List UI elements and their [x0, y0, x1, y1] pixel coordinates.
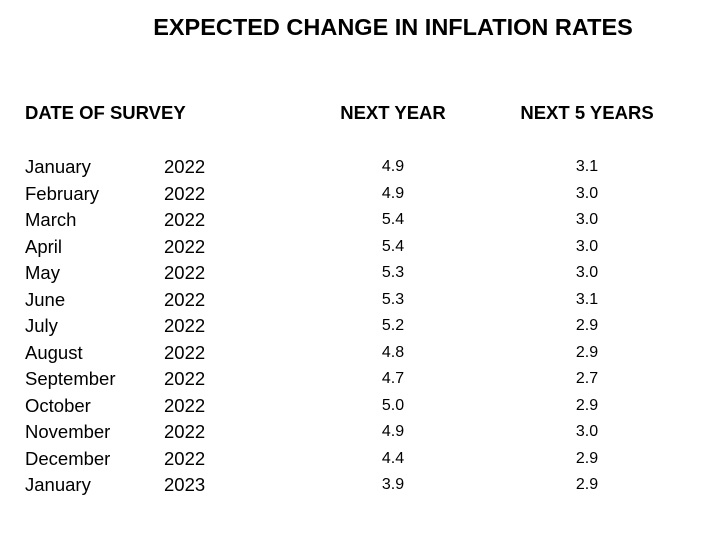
table-row: September 2022 4.7 2.7 [0, 366, 702, 393]
next-year-value: 3.9 [381, 476, 405, 493]
year-cell: 2022 [164, 341, 206, 363]
next-5-years-value: 2.9 [575, 317, 599, 334]
table-row: November 2022 4.9 3.0 [0, 419, 702, 446]
year-cell: 2022 [164, 288, 206, 310]
table-row: January 2023 3.9 2.9 [0, 472, 702, 499]
next-5-years-value: 3.1 [575, 290, 599, 308]
next-5-years-value: 3.0 [575, 237, 599, 255]
month-cell: September [25, 368, 116, 389]
next-year-value: 5.4 [381, 237, 405, 255]
next-year-value: 4.7 [381, 370, 405, 387]
header-date-of-survey: DATE OF SURVEY [25, 102, 186, 123]
table-row: August 2022 4.8 2.9 [0, 340, 702, 367]
year-cell: 2022 [164, 421, 206, 442]
year-cell: 2022 [164, 368, 206, 389]
year-cell: 2022 [164, 182, 206, 204]
year-cell: 2022 [164, 156, 206, 177]
next-year-value: 5.4 [381, 211, 405, 228]
month-cell: June [25, 288, 66, 310]
next-5-years-value: 2.9 [575, 476, 599, 493]
year-cell: 2022 [164, 235, 206, 257]
table-row: December 2022 4.4 2.9 [0, 446, 702, 473]
header-next-5-years-label: NEXT 5 YEARS [520, 102, 654, 123]
table-row: March 2022 5.4 3.0 [0, 207, 702, 234]
month-cell: December [25, 447, 111, 469]
next-year-value: 5.2 [381, 317, 405, 334]
month-cell: January [25, 156, 91, 177]
next-year-value: 4.9 [381, 158, 405, 175]
month-cell: October [25, 394, 91, 416]
month-cell: April [25, 235, 63, 257]
next-year-value: 5.3 [381, 264, 405, 281]
year-cell: 2022 [164, 447, 206, 469]
next-year-value: 4.4 [381, 449, 405, 467]
table-row: July 2022 5.2 2.9 [0, 313, 702, 340]
year-cell: 2022 [164, 394, 206, 416]
month-cell: February [25, 182, 100, 204]
month-cell: March [25, 209, 77, 230]
next-5-years-value: 3.0 [575, 184, 599, 202]
data-table-body: January 2022 4.9 3.1 February 2022 4.9 3… [0, 154, 702, 499]
next-5-years-value: 2.9 [575, 343, 599, 361]
year-cell: 2022 [164, 262, 206, 283]
next-year-value: 4.9 [381, 423, 405, 440]
next-year-value: 5.3 [381, 290, 405, 308]
table-row: January 2022 4.9 3.1 [0, 154, 702, 181]
month-cell: November [25, 421, 111, 442]
header-next-year-label: NEXT YEAR [340, 102, 446, 123]
next-year-value: 5.0 [381, 396, 405, 414]
month-cell: May [25, 262, 60, 283]
table-row: April 2022 5.4 3.0 [0, 234, 702, 261]
next-5-years-value: 3.0 [575, 264, 599, 281]
table-row: June 2022 5.3 3.1 [0, 287, 702, 314]
page-title: EXPECTED CHANGE IN INFLATION RATES [153, 14, 633, 40]
month-cell: July [25, 315, 58, 336]
month-cell: August [25, 341, 83, 363]
next-year-value: 4.9 [381, 184, 405, 202]
table-row: October 2022 5.0 2.9 [0, 393, 702, 420]
month-cell: January [25, 474, 91, 495]
year-cell: 2022 [164, 315, 206, 336]
next-year-value: 4.8 [381, 343, 405, 361]
next-5-years-value: 2.9 [575, 396, 599, 414]
next-5-years-value: 3.0 [575, 211, 599, 228]
year-cell: 2022 [164, 209, 206, 230]
table-row: May 2022 5.3 3.0 [0, 260, 702, 287]
next-5-years-value: 3.1 [575, 158, 599, 175]
year-cell: 2023 [164, 474, 206, 495]
next-5-years-value: 2.9 [575, 449, 599, 467]
table-row: February 2022 4.9 3.0 [0, 181, 702, 208]
next-5-years-value: 2.7 [575, 370, 599, 387]
next-5-years-value: 3.0 [575, 423, 599, 440]
